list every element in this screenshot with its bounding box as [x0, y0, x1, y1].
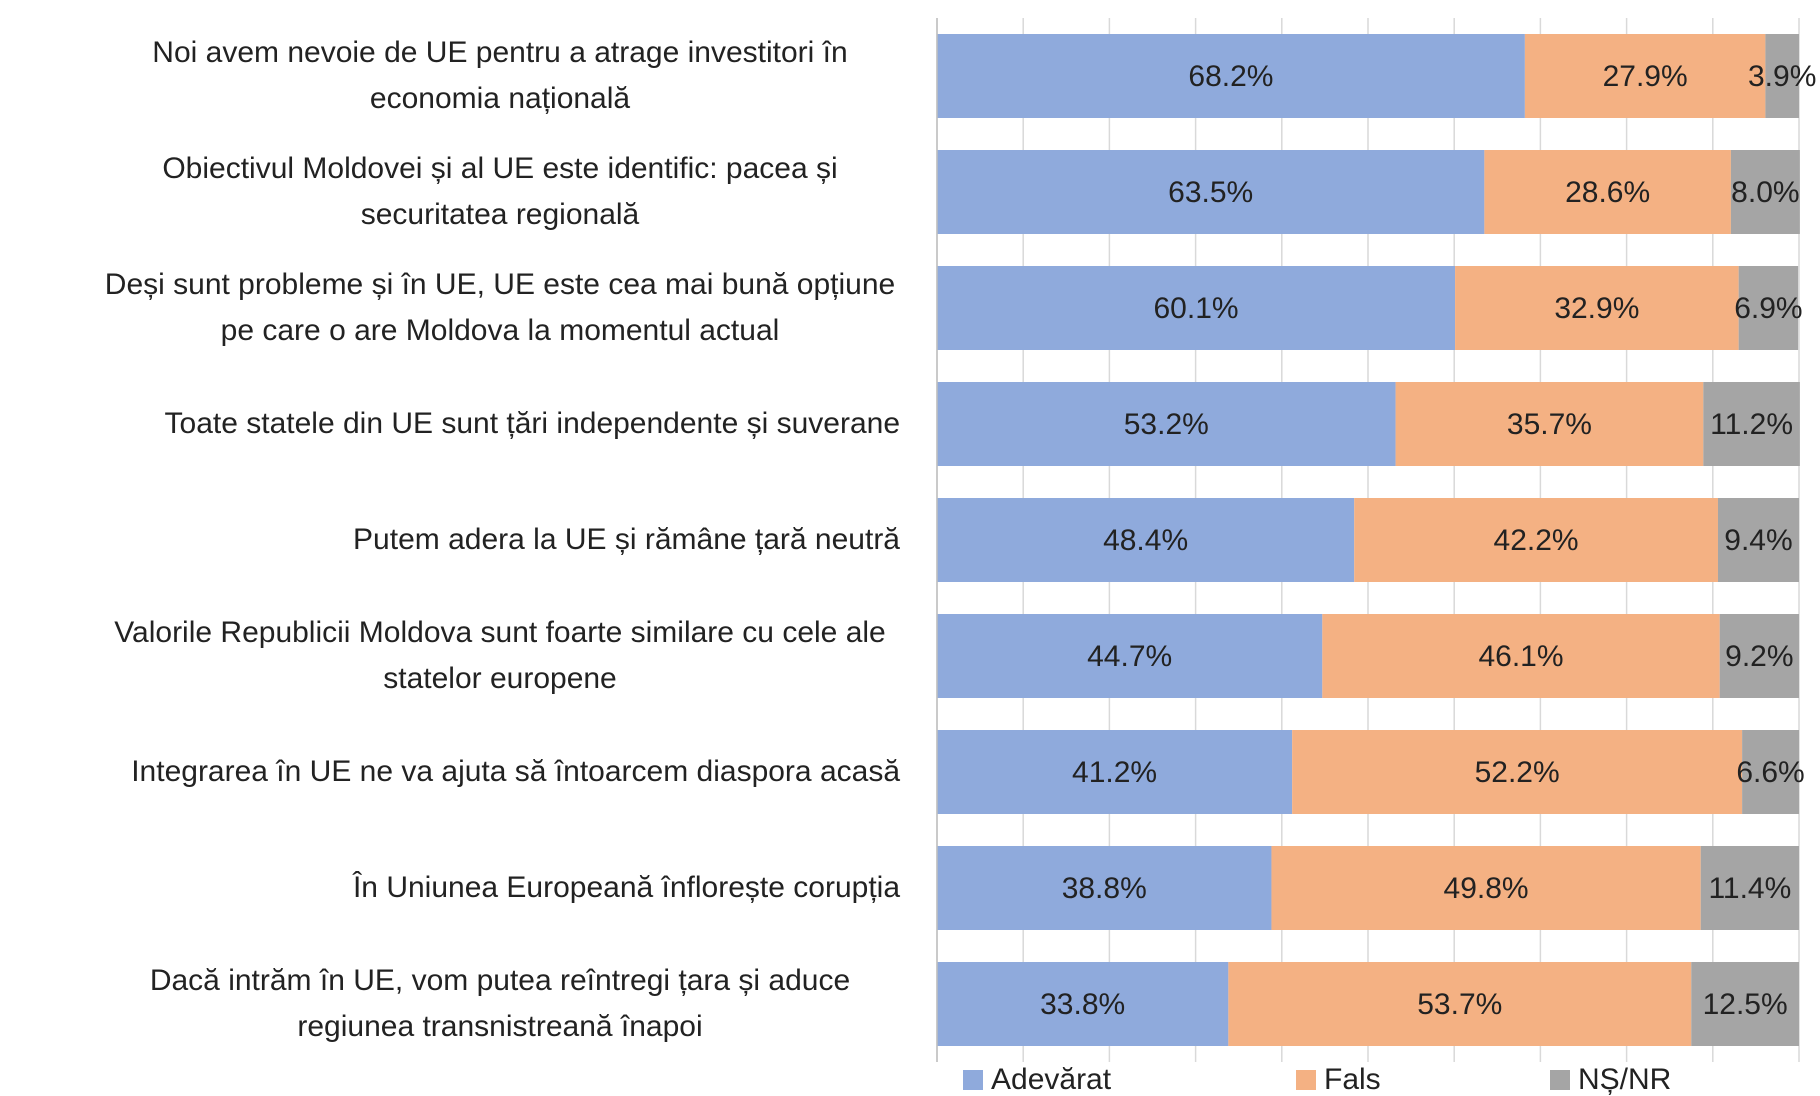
bar-segment: [1354, 498, 1718, 582]
category-label-box: Deși sunt probleme și în UE, UE este cea…: [0, 262, 900, 354]
category-label-box: Dacă intrăm în UE, vom putea reîntregi ț…: [0, 958, 900, 1050]
value-label: 46.1%: [1478, 640, 1563, 673]
legend-label: Fals: [1324, 1063, 1381, 1096]
value-label: 11.2%: [1710, 408, 1793, 441]
bar-segment: [1322, 614, 1720, 698]
bar-segment: [937, 150, 1485, 234]
value-label: 53.2%: [1124, 408, 1209, 441]
value-label: 42.2%: [1494, 524, 1579, 557]
category-label: Obiectivul Moldovei și al UE este identi…: [162, 152, 838, 231]
value-label: 44.7%: [1087, 640, 1172, 673]
bar-segment: [1292, 730, 1743, 814]
bar-segment: [937, 34, 1525, 118]
value-label: 38.8%: [1062, 872, 1147, 905]
value-label: 6.9%: [1734, 292, 1802, 325]
category-label-box: În Uniunea Europeană înflorește corupția: [0, 865, 900, 911]
bar-segment: [1703, 382, 1800, 466]
bar-segment: [937, 382, 1396, 466]
legend-label: NȘ/NR: [1578, 1063, 1671, 1096]
legend-swatch: [1296, 1070, 1316, 1090]
legend-swatch: [963, 1070, 983, 1090]
bar-segment: [1524, 34, 1766, 118]
value-label: 32.9%: [1554, 292, 1639, 325]
value-label: 63.5%: [1168, 176, 1253, 209]
bar-segment: [1700, 846, 1799, 930]
category-label-box: Noi avem nevoie de UE pentru a atrage in…: [0, 30, 900, 122]
legend-swatch: [1550, 1070, 1570, 1090]
category-label: Putem adera la UE și rămâne țară neutră: [353, 523, 900, 556]
category-label: Noi avem nevoie de UE pentru a atrage in…: [152, 36, 848, 115]
bar-segment: [937, 962, 1229, 1046]
value-label: 11.4%: [1708, 872, 1791, 905]
category-label: Dacă intrăm în UE, vom putea reîntregi ț…: [149, 964, 851, 1043]
category-label: Integrarea în UE ne va ajuta să întoarce…: [131, 755, 900, 788]
category-label-box: Obiectivul Moldovei și al UE este identi…: [0, 146, 900, 238]
category-label-box: Integrarea în UE ne va ajuta să întoarce…: [0, 749, 900, 795]
value-label: 9.2%: [1725, 640, 1793, 673]
value-label: 3.9%: [1748, 60, 1816, 93]
category-label-box: Putem adera la UE și rămâne țară neutră: [0, 517, 900, 563]
value-label: 8.0%: [1731, 176, 1799, 209]
category-label: Deși sunt probleme și în UE, UE este cea…: [104, 268, 896, 347]
value-label: 12.5%: [1703, 988, 1788, 1021]
bar-segment: [1455, 266, 1739, 350]
bar-segment: [1765, 34, 1799, 118]
value-label: 49.8%: [1444, 872, 1529, 905]
bar-segment: [1228, 962, 1692, 1046]
value-label: 33.8%: [1040, 988, 1125, 1021]
category-label: Valorile Republicii Moldova sunt foarte …: [114, 616, 886, 695]
bar-segment: [1395, 382, 1704, 466]
bar-segment: [937, 730, 1293, 814]
bar-segment: [1738, 266, 1799, 350]
value-label: 28.6%: [1565, 176, 1650, 209]
bar-segment: [1719, 614, 1799, 698]
bar-segment: [937, 614, 1323, 698]
value-label: 53.7%: [1417, 988, 1502, 1021]
value-label: 9.4%: [1724, 524, 1792, 557]
value-label: 68.2%: [1188, 60, 1273, 93]
bar-segment: [937, 266, 1456, 350]
bar-segment: [1717, 498, 1799, 582]
bar-segment: [1742, 730, 1799, 814]
value-label: 60.1%: [1153, 292, 1238, 325]
bar-segment: [937, 498, 1355, 582]
bar-segment: [1691, 962, 1799, 1046]
category-label-box: Valorile Republicii Moldova sunt foarte …: [0, 610, 900, 702]
bar-segment: [1271, 846, 1701, 930]
value-label: 52.2%: [1475, 756, 1560, 789]
bar-segment: [1730, 150, 1800, 234]
bar-segment: [1484, 150, 1731, 234]
category-label: În Uniunea Europeană înflorește corupția: [352, 871, 900, 904]
category-label: Toate statele din UE sunt țări independe…: [164, 407, 900, 440]
value-label: 27.9%: [1603, 60, 1688, 93]
category-label-box: Toate statele din UE sunt țări independe…: [0, 401, 900, 447]
legend-label: Adevărat: [991, 1063, 1112, 1096]
value-label: 35.7%: [1507, 408, 1592, 441]
value-label: 48.4%: [1103, 524, 1188, 557]
bar-segment: [937, 846, 1272, 930]
value-label: 41.2%: [1072, 756, 1157, 789]
value-label: 6.6%: [1736, 756, 1804, 789]
